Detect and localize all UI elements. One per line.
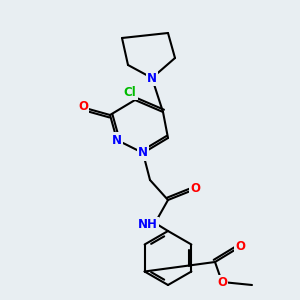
Text: NH: NH — [138, 218, 158, 232]
Text: O: O — [78, 100, 88, 113]
Text: O: O — [190, 182, 200, 194]
Text: O: O — [217, 277, 227, 290]
Text: O: O — [235, 241, 245, 254]
Text: N: N — [112, 134, 122, 146]
Text: N: N — [147, 71, 157, 85]
Text: Cl: Cl — [124, 85, 136, 98]
Text: N: N — [138, 146, 148, 160]
